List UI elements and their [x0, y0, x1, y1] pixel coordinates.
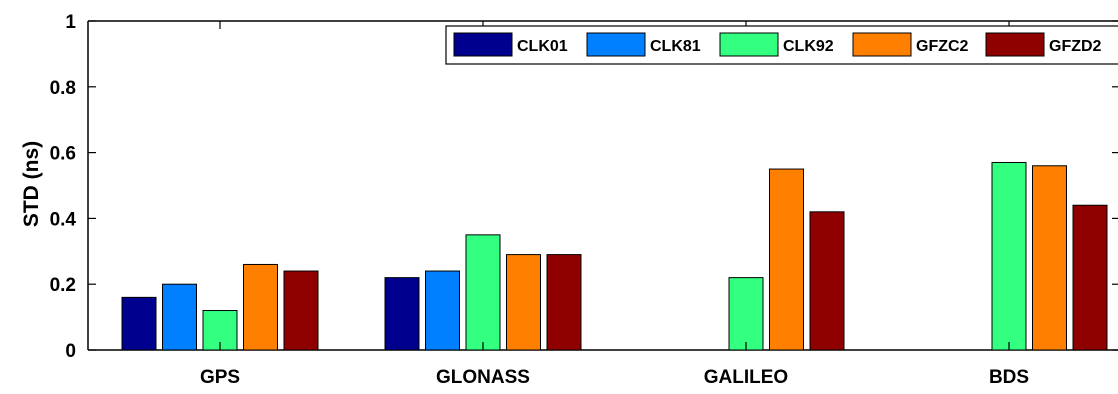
- bar-gfzd2-bds: [1072, 204, 1108, 351]
- legend-swatch-gfzd2: [985, 32, 1045, 57]
- legend-label-gfzc2: GFZC2: [916, 38, 969, 55]
- bar-clk92-bds: [991, 161, 1027, 351]
- x-tick-label: BDS: [989, 367, 1029, 388]
- legend-label-gfzd2: GFZD2: [1049, 38, 1102, 55]
- bar-clk01-gps: [121, 296, 157, 351]
- plot-frame: [87, 20, 1118, 351]
- bar-gfzc2-galileo: [769, 168, 804, 351]
- y-tick-label: 1: [65, 12, 76, 33]
- bar-gfzd2-glonass: [546, 254, 582, 351]
- legend: CLK01 CLK81 CLK92 GFZC2 GFZD2: [445, 25, 1118, 65]
- x-tick-label: GPS: [200, 367, 240, 388]
- bar-clk81-glonass: [425, 270, 460, 351]
- bar-clk01-glonass: [384, 277, 420, 351]
- y-tick-label: 0.6: [50, 144, 76, 165]
- y-tick-label: 0.8: [50, 78, 76, 99]
- bar-clk92-glonass: [465, 234, 501, 351]
- bars-layer: [121, 161, 1108, 351]
- legend-label-clk01: CLK01: [517, 38, 568, 55]
- legend-label-clk81: CLK81: [650, 38, 701, 55]
- x-tick-label: GLONASS: [436, 367, 530, 388]
- y-tick-label: 0.4: [50, 209, 77, 230]
- bar-gfzd2-gps: [283, 270, 319, 351]
- ticks-layer: 0 0.2 0.4 0.6 0.8 1 GPS GLONASS GALILEO BDS: [50, 12, 1118, 388]
- y-tick-label: 0.2: [50, 275, 76, 296]
- bar-clk92-galileo: [728, 277, 764, 351]
- x-tick-label: GALILEO: [704, 367, 788, 388]
- bar-gfzd2-galileo: [809, 211, 845, 351]
- legend-swatch-clk81: [586, 32, 646, 57]
- bar-gfzc2-glonass: [506, 254, 541, 351]
- legend-swatch-clk92: [719, 32, 779, 57]
- legend-swatch-gfzc2: [852, 32, 912, 57]
- legend-swatch-clk01: [453, 32, 513, 57]
- y-axis-title: STD (ns): [20, 141, 43, 227]
- y-tick-label: 0: [65, 341, 76, 362]
- bar-gfzc2-bds: [1032, 165, 1067, 351]
- bar-clk81-gps: [162, 283, 197, 351]
- legend-label-clk92: CLK92: [783, 38, 834, 55]
- bar-gfzc2-gps: [243, 263, 278, 351]
